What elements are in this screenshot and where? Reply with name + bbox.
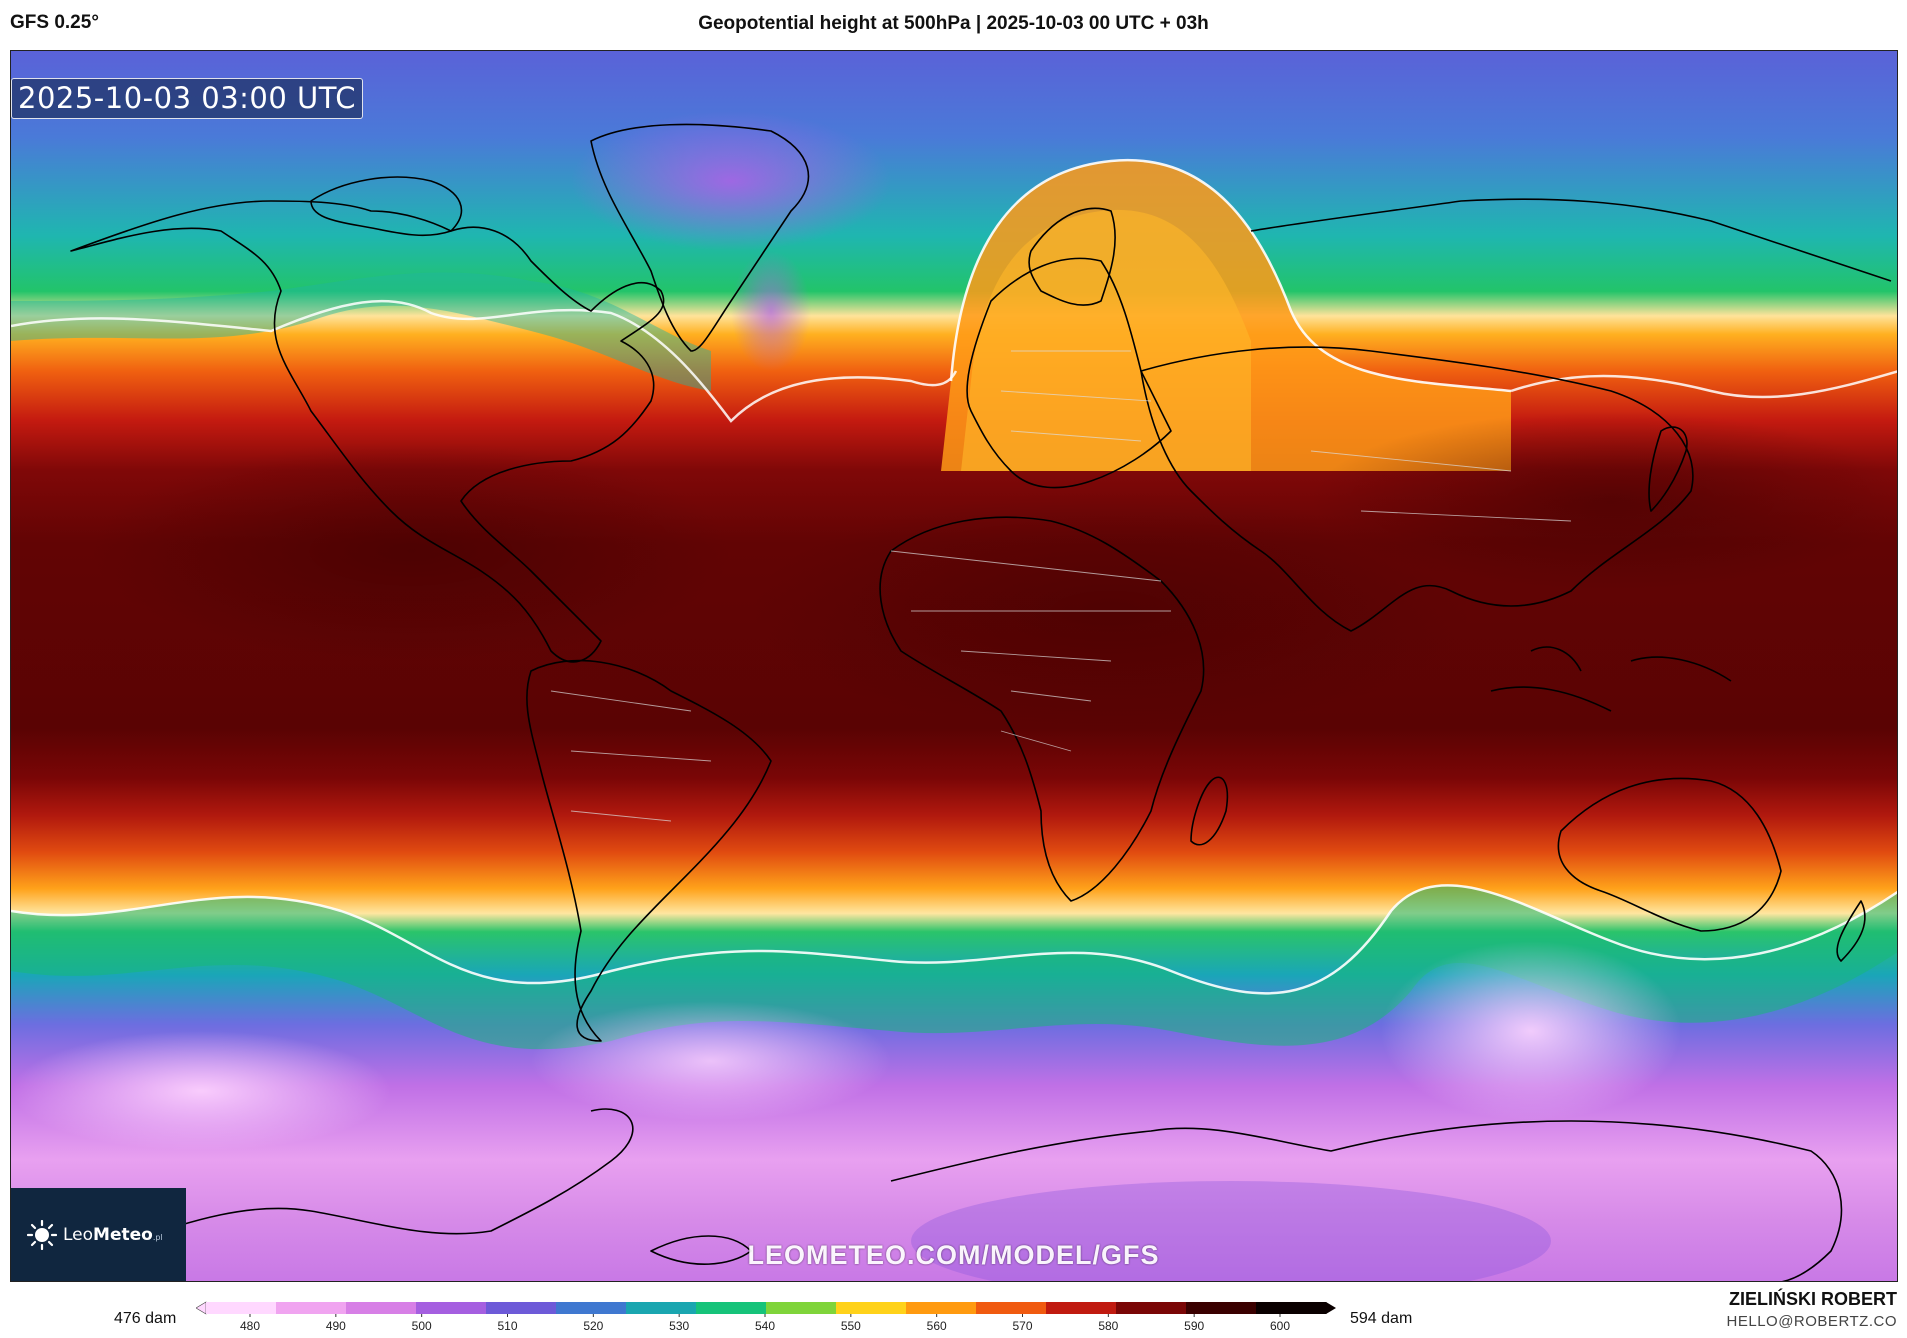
colorbar-tick-label: 580 xyxy=(1098,1319,1118,1333)
contour-north-east xyxy=(1510,370,1897,399)
colorbar-tick-label: 480 xyxy=(240,1319,260,1333)
low-south-3 xyxy=(1381,941,1681,1121)
colorbar-segment xyxy=(1046,1302,1117,1314)
colorbar-tick-label: 520 xyxy=(583,1319,603,1333)
colorbar-min-label: 476 dam xyxy=(114,1310,177,1327)
tropic-core-west xyxy=(91,441,731,661)
arctic-islands-outline xyxy=(310,176,463,237)
low-south-2 xyxy=(531,1001,891,1121)
contour-north xyxy=(11,299,958,423)
author-email[interactable]: HELLO@ROBERTZ.CO xyxy=(1726,1313,1897,1330)
colorbar-segment xyxy=(976,1302,1047,1314)
colorbar-segment xyxy=(206,1302,277,1314)
colorbar-segment xyxy=(696,1302,767,1314)
low-south-4 xyxy=(911,1181,1551,1281)
band-south-green xyxy=(11,885,1897,1050)
author-name: ZIELIŃSKI ROBERT xyxy=(1728,1289,1897,1309)
colorbar-tick-label: 590 xyxy=(1184,1319,1204,1333)
chart-title: Geopotential height at 500hPa | 2025-10-… xyxy=(698,13,1209,34)
africa-outline xyxy=(879,516,1205,902)
madagascar-outline xyxy=(1190,776,1229,846)
colorbar-tick-label: 530 xyxy=(669,1319,689,1333)
contour-ridge xyxy=(949,158,1512,393)
colorbar-segment xyxy=(836,1302,907,1314)
colorbar-arrow-min xyxy=(196,1301,207,1315)
weather-map[interactable] xyxy=(10,50,1898,1282)
scandinavia-outline xyxy=(1028,207,1116,306)
greenland-outline xyxy=(590,123,810,352)
height-field-svg xyxy=(11,51,1897,1281)
colorbar-segment xyxy=(276,1302,347,1314)
site-watermark: LEOMETEO.COM/MODEL/GFS xyxy=(747,1240,1160,1270)
new-zealand-outline xyxy=(1836,900,1866,962)
low-south-1 xyxy=(11,1031,391,1151)
logo-wordmark: LeoMeteo.pl xyxy=(63,1224,163,1245)
trough-canada xyxy=(731,251,811,371)
colorbar-tick-label: 600 xyxy=(1270,1319,1290,1333)
europe-outline xyxy=(966,257,1172,489)
indonesia-outline xyxy=(1490,646,1732,712)
south-america-outline xyxy=(526,659,772,1042)
colorbar-tick-label: 550 xyxy=(841,1319,861,1333)
north-america-outline xyxy=(70,200,665,663)
band-north-green xyxy=(11,272,711,391)
colorbar-segment xyxy=(1256,1302,1327,1314)
colorbar-tick-label: 570 xyxy=(1012,1319,1032,1333)
colorbar-tick-label: 560 xyxy=(927,1319,947,1333)
model-label: GFS 0.25° xyxy=(10,12,99,33)
australia-outline xyxy=(1557,777,1782,932)
colorbar-segment xyxy=(906,1302,977,1314)
timestamp-badge: 2025-10-03 03:00 UTC xyxy=(11,78,364,119)
trough-north-america xyxy=(571,111,891,251)
siberia-coast xyxy=(1250,198,1892,282)
colorbar-segment xyxy=(556,1302,627,1314)
country-borders xyxy=(550,350,1572,822)
leometeo-logo[interactable]: LeoMeteo.pl xyxy=(11,1188,186,1281)
colorbar-segment xyxy=(766,1302,837,1314)
colorbar-segment xyxy=(1116,1302,1187,1314)
colorbar-segment xyxy=(346,1302,417,1314)
contour-south xyxy=(11,884,1897,995)
colorbar-tick-label: 510 xyxy=(497,1319,517,1333)
colorbar-tick-label: 500 xyxy=(412,1319,432,1333)
sun-icon xyxy=(27,1219,57,1250)
ridge-europe-core xyxy=(961,209,1251,472)
tropic-core-east xyxy=(1311,411,1897,591)
colorbar-segment xyxy=(416,1302,487,1314)
japan-outline xyxy=(1648,426,1688,512)
colorbar-tick-label: 540 xyxy=(755,1319,775,1333)
colorbar-segment xyxy=(626,1302,697,1314)
colorbar-arrow-max xyxy=(1326,1302,1336,1314)
colorbar-tick-label: 490 xyxy=(326,1319,346,1333)
asia-outline xyxy=(1140,346,1694,632)
colorbar: 480 490 500 510 520 530 540 550 560 570 580 590 600 xyxy=(196,1301,1336,1333)
colorbar-segment xyxy=(486,1302,557,1314)
continent-outlines xyxy=(11,123,1892,1281)
colorbar-max-label: 594 dam xyxy=(1350,1310,1413,1327)
colorbar-segment xyxy=(1186,1302,1257,1314)
